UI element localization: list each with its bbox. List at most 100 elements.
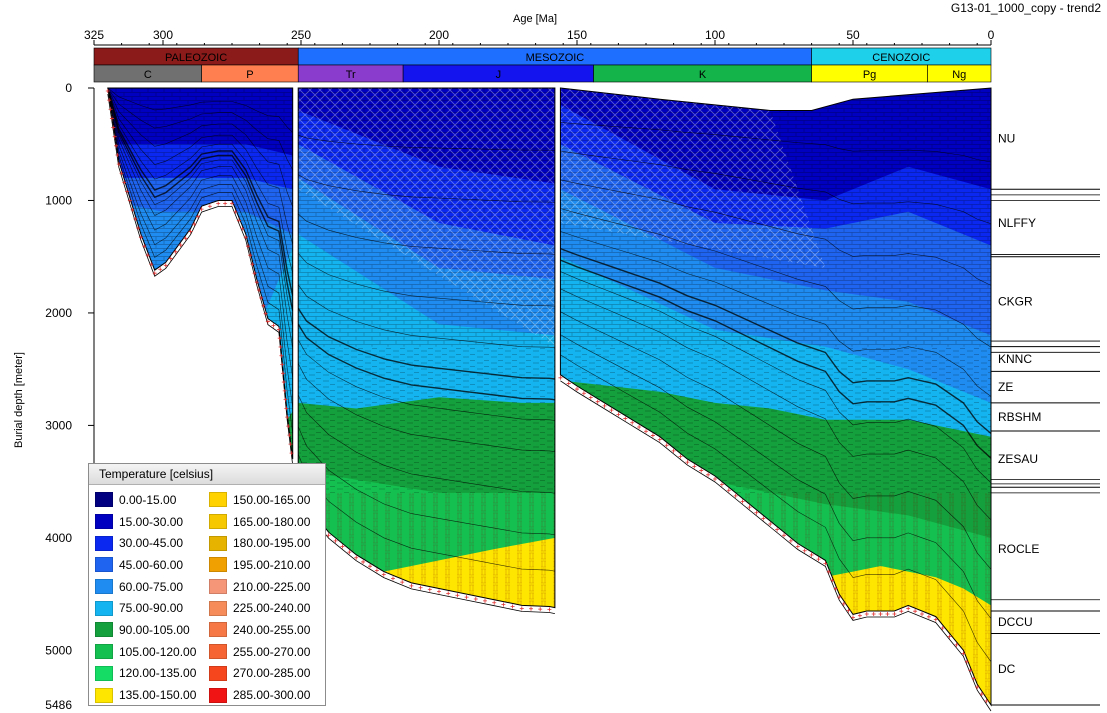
basement-mark [119,171,124,176]
legend-label: 195.00-210.00 [233,557,311,572]
horizon-line [560,208,992,348]
section-polygon [559,87,992,707]
legend-item: 195.00-210.00 [209,554,323,576]
basement-mark [823,561,828,566]
legend-swatch [209,687,227,703]
horizon-line [297,363,555,452]
basement-mark [216,201,221,206]
basement-mark [250,262,255,267]
legend-title: Temperature [celsius] [89,464,325,485]
y-tick-label: 1000 [45,193,72,207]
basement-mark [149,262,154,267]
basement-mark [664,443,669,448]
basement-mark [195,214,200,219]
x-axis: 325 300 250 200 150 100 50 0 [84,28,995,46]
basement-mark [833,586,838,591]
basement-mark [623,416,628,421]
period-label: K [699,69,707,81]
basement-mark [446,591,451,596]
basement-mark [761,516,766,521]
basement-mark [726,488,731,493]
basement-mark [954,642,959,647]
basement-mark [158,267,163,272]
legend-label: 150.00-165.00 [233,492,311,507]
basement-mark [699,468,704,473]
legend-swatch [209,579,227,595]
era-label: CENOZOIC [872,52,930,64]
y-tick-label: 4000 [45,531,72,545]
y-tick-label: 0 [65,81,72,95]
basement-mark [240,226,245,231]
basement-mark [280,362,285,367]
legend-label: 0.00-15.00 [119,492,177,507]
horizon-line [297,308,555,380]
basement-mark [112,134,117,139]
basement-mark [427,587,432,592]
basement-mark [276,327,281,332]
basement-mark [483,598,487,603]
legend-label: 165.00-180.00 [233,514,311,529]
horizon-line [298,174,555,203]
basement-mark [775,527,780,532]
formation-label: NLFFY [998,216,1036,230]
legend-item: 60.00-75.00 [95,576,209,598]
horizon-line [297,339,555,421]
legend-label: 60.00-75.00 [119,579,184,594]
basement-mark [130,207,135,212]
basement-line [560,380,992,712]
era-band: PALEOZOIC MESOZOIC CENOZOIC [93,47,992,66]
basement-mark [114,143,119,148]
horizon-line [107,88,293,170]
basement-line [107,93,294,466]
y-tick-label: 3000 [45,418,72,432]
basement-mark [282,388,287,393]
legend-swatch [95,644,113,660]
basement-mark [788,538,793,543]
basement-mark [400,580,405,585]
x-tick-label: 300 [153,28,173,42]
y-tick-label: 5486 [45,698,72,712]
legend-label: 240.00-255.00 [233,622,311,637]
basement-mark [830,578,835,583]
basement-mark [747,505,752,510]
basement-mark [857,613,862,618]
legend-swatch [95,535,113,551]
basement-mark [281,371,286,376]
legend-item: 105.00-120.00 [95,641,209,663]
basement-mark [183,236,188,241]
legend-item: 240.00-255.00 [209,619,323,641]
basement-mark [409,583,414,588]
basement-mark [289,451,294,456]
legend-column: 150.00-165.00 165.00-180.00 180.00-195.00 1… [209,489,323,706]
legend-label: 45.00-60.00 [119,557,184,572]
horizon-line [107,88,294,296]
legend-swatch [209,492,227,508]
basement-mark [347,550,352,555]
basement-mark [644,429,648,434]
legend-item: 180.00-195.00 [209,532,323,554]
horizon-line [560,231,992,397]
horizon-line [298,134,555,151]
legend-swatch [95,492,113,508]
basement-mark [163,263,168,268]
basement-mark [259,295,264,300]
legend-label: 75.00-90.00 [119,601,184,616]
basement-mark [173,249,178,254]
basement-mark [871,611,876,616]
basement-mark [979,692,984,697]
basement-mark [188,229,193,234]
legend-swatch [95,579,113,595]
y-tick-label: 5000 [45,643,72,657]
basement-mark [538,607,543,612]
x-tick-label: 325 [84,28,104,42]
basement-mark [391,576,395,581]
texture-cross-1 [298,88,555,347]
basement-mark [558,375,563,380]
era-label: MESOZOIC [526,52,585,64]
legend-item: 210.00-225.00 [209,576,323,598]
basement-mark [464,595,469,600]
basement-mark [657,437,662,442]
basement-mark [263,311,268,316]
legend-item: 0.00-15.00 [95,489,209,511]
horizon-line [107,88,293,244]
